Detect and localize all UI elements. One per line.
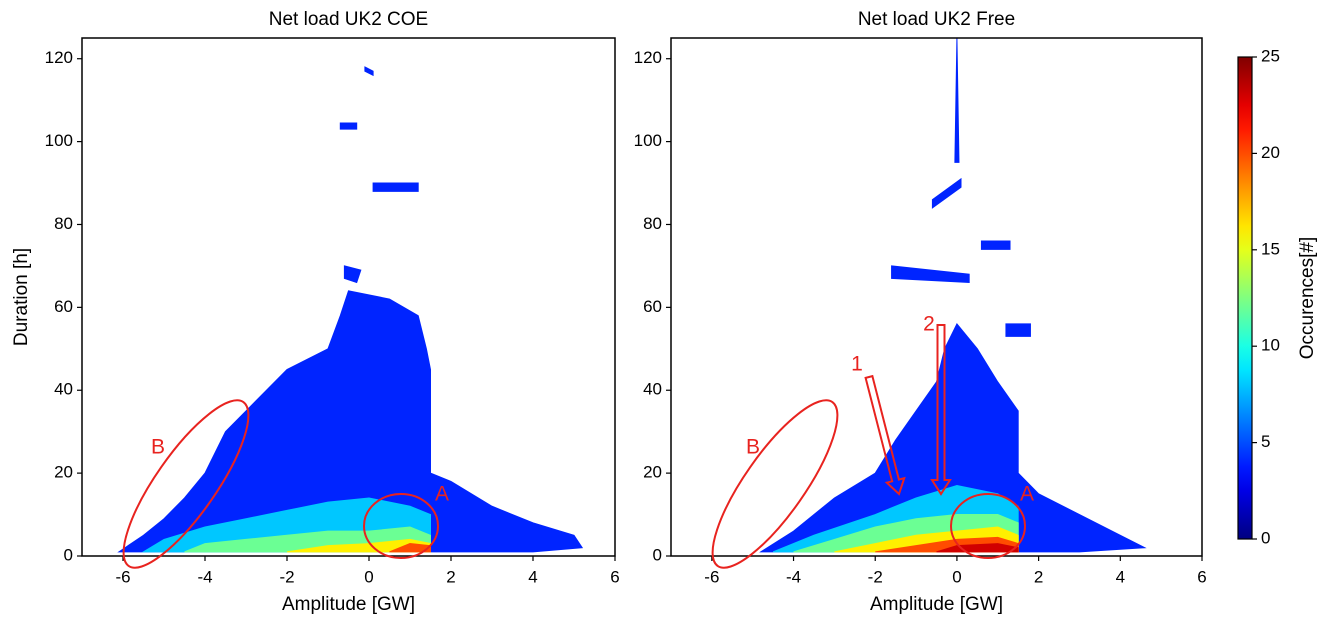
plot-frame	[81, 37, 616, 557]
y-tick-label: 40	[643, 380, 662, 399]
y-tick-label: 120	[634, 48, 662, 67]
plot-area	[117, 66, 584, 553]
colorbar	[1237, 56, 1253, 540]
y-tick-label: 100	[634, 131, 662, 150]
annotation-label: A	[1020, 483, 1034, 506]
y-axis-label: Duration [h]	[11, 248, 32, 346]
colorbar-tick-label: 5	[1261, 432, 1270, 451]
annotation-label: B	[151, 436, 165, 459]
colorbar-tick-label: 10	[1261, 336, 1280, 355]
contour-region	[1005, 323, 1031, 337]
contour-region	[891, 265, 970, 284]
annotation-arrow	[864, 374, 906, 496]
annotation-label: 2	[923, 313, 935, 336]
x-tick-label: 6	[1197, 567, 1206, 586]
contour-region	[931, 177, 962, 209]
y-tick-label: 60	[643, 297, 662, 316]
plot-area	[759, 38, 1147, 553]
annotation-arrow	[930, 324, 952, 496]
chart-title: Net load UK2 Free	[858, 9, 1015, 30]
x-tick-label: -2	[868, 567, 883, 586]
y-tick-label: 40	[54, 380, 73, 399]
y-tick-label: 20	[54, 463, 73, 482]
contour-region	[980, 240, 1011, 250]
x-tick-label: -4	[197, 567, 212, 586]
contour-region	[364, 66, 374, 77]
y-tick-label: 80	[54, 214, 73, 233]
colorbar-tick-label: 15	[1261, 239, 1280, 258]
y-tick-label: 0	[653, 545, 662, 564]
annotation-ellipse	[950, 493, 1026, 559]
annotation-label: 1	[851, 353, 863, 376]
colorbar-label: Occurences[#]	[1297, 237, 1318, 360]
x-axis-label: Amplitude [GW]	[282, 594, 415, 615]
colorbar-tick-label: 0	[1261, 528, 1270, 547]
contour-region	[759, 323, 1147, 553]
contour-region	[117, 290, 584, 553]
x-tick-label: -2	[279, 567, 294, 586]
x-tick-label: -4	[786, 567, 801, 586]
y-tick-label: 20	[643, 463, 662, 482]
x-tick-label: 4	[1116, 567, 1125, 586]
contour-region	[343, 265, 362, 284]
x-tick-label: -6	[115, 567, 130, 586]
contour-region	[339, 122, 358, 130]
y-tick-label: 100	[45, 131, 73, 150]
annotation-label: A	[435, 483, 449, 506]
x-tick-label: -6	[704, 567, 719, 586]
plot-frame	[670, 37, 1203, 557]
colorbar-tick-label: 20	[1261, 143, 1280, 162]
annotation-ellipse	[711, 399, 839, 569]
x-tick-label: 6	[610, 567, 619, 586]
x-tick-label: 0	[364, 567, 373, 586]
annotation-label: B	[746, 436, 760, 459]
y-tick-label: 120	[45, 48, 73, 67]
annotation-ellipse	[363, 493, 439, 559]
contour-region	[372, 182, 419, 192]
y-tick-label: 80	[643, 214, 662, 233]
y-tick-label: 0	[64, 545, 73, 564]
x-tick-label: 2	[446, 567, 455, 586]
contour-region	[954, 38, 960, 163]
x-axis-label: Amplitude [GW]	[870, 594, 1003, 615]
chart-title: Net load UK2 COE	[269, 9, 428, 30]
contour-region	[936, 543, 1019, 553]
annotation-ellipse	[122, 399, 250, 569]
x-tick-label: 4	[528, 567, 537, 586]
colorbar-tick-label: 25	[1261, 46, 1280, 65]
x-tick-label: 2	[1034, 567, 1043, 586]
x-tick-label: 0	[952, 567, 961, 586]
y-tick-label: 60	[54, 297, 73, 316]
